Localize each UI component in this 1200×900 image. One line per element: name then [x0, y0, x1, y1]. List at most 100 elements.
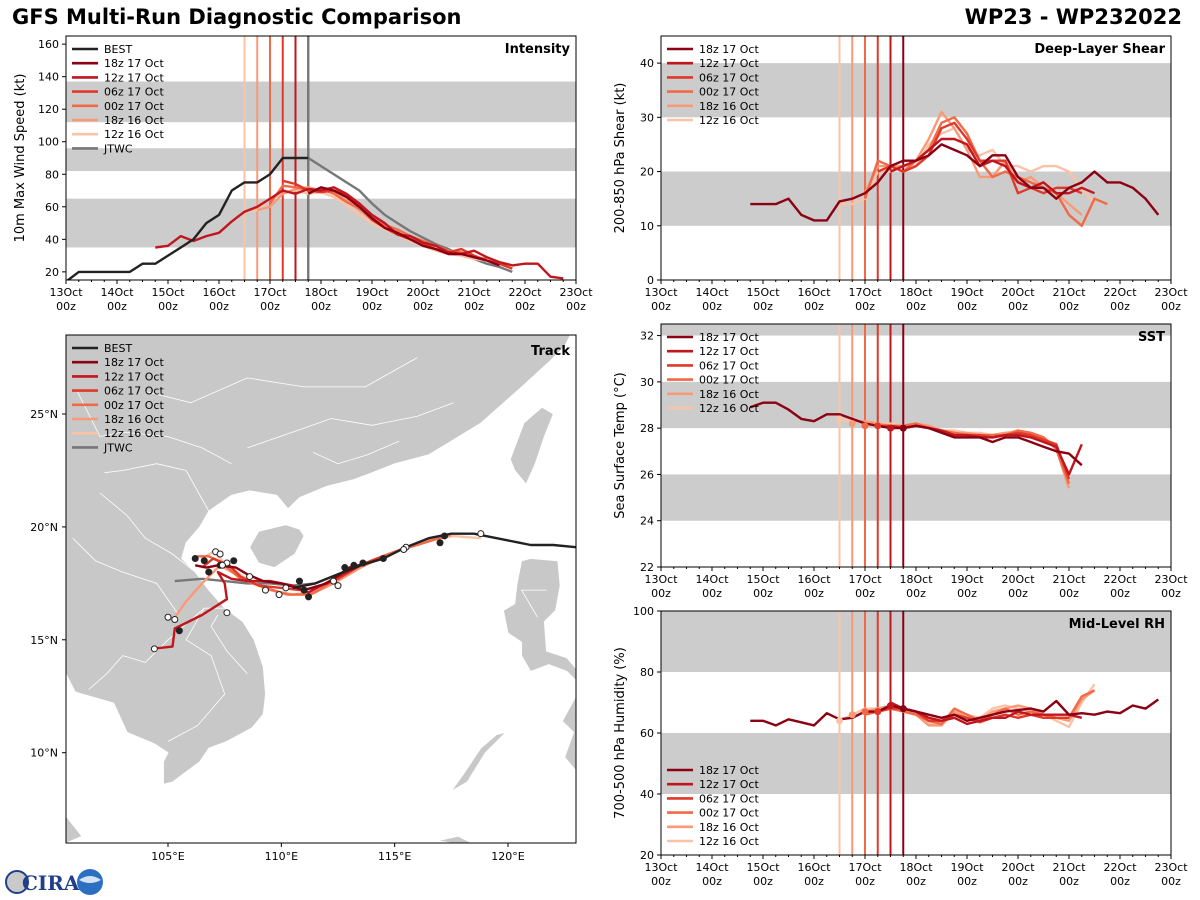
x-tick-label: 00z: [362, 300, 382, 313]
cira-logo: CIRA: [5, 869, 103, 895]
x-tick-label: 23Oct: [1154, 286, 1188, 299]
lat-tick-label: 20°N: [30, 521, 58, 534]
series-line-18z-17-oct: [307, 186, 500, 267]
x-tick-label: 16Oct: [797, 861, 831, 874]
x-tick-label: 00z: [158, 300, 178, 313]
track-point-filled: [379, 555, 387, 563]
border-line: [210, 614, 248, 674]
x-tick-label: 00z: [1110, 300, 1130, 313]
x-tick-label: 00z: [413, 300, 433, 313]
x-tick-label: 23Oct: [559, 286, 593, 299]
x-tick-label: 20Oct: [1001, 286, 1035, 299]
taiwan-island: [509, 406, 554, 485]
x-tick-label: 00z: [651, 300, 671, 313]
legend-label: 18z 17 Oct: [104, 57, 164, 70]
x-tick-label: 00z: [855, 300, 875, 313]
x-tick-label: 00z: [515, 300, 535, 313]
logo-swoosh: [79, 876, 101, 883]
panel-track: 105°E 110°E 115°E 120°E 10°N 15°N 20°N 25°N Trac…: [30, 334, 577, 863]
x-tick-label: 14Oct: [695, 573, 729, 586]
x-tick-label: 00z: [56, 300, 76, 313]
series-line-18z-17-oct: [749, 401, 1083, 467]
shaded-band: [661, 381, 1171, 429]
y-tick-label: 0: [647, 274, 654, 287]
x-tick-label: 21Oct: [457, 286, 491, 299]
track-point-filled: [191, 555, 199, 563]
track-point-open: [164, 613, 172, 621]
y-tick-label: 30: [640, 376, 654, 389]
x-tick-label: 13Oct: [644, 286, 678, 299]
legend-label: 18z 16 Oct: [699, 821, 759, 834]
legend-label: 12z 17 Oct: [699, 57, 759, 70]
x-tick-label: 00z: [1161, 300, 1181, 313]
legend-label: 12z 16 Oct: [699, 402, 759, 415]
track-point-filled: [205, 568, 213, 576]
x-tick-label: 00z: [1008, 875, 1028, 888]
x-tick-label: 15Oct: [746, 573, 780, 586]
init-marker: [874, 708, 882, 716]
map-area: [66, 335, 576, 843]
y-tick-label: 60: [640, 727, 654, 740]
x-tick-label: 00z: [1059, 300, 1079, 313]
y-axis-label: Sea Surface Temp (°C): [613, 372, 628, 519]
x-tick-label: 21Oct: [1052, 573, 1086, 586]
x-tick-label: 00z: [1008, 300, 1028, 313]
lon-tick-label: 105°E: [151, 850, 184, 863]
plot-area: [661, 324, 1171, 567]
y-axis-label: 200-850 hPa Shear (kt): [613, 83, 628, 234]
border-line: [76, 391, 232, 465]
track-point-open: [275, 591, 283, 599]
x-tick-label: 15Oct: [746, 286, 780, 299]
figure-title: GFS Multi-Run Diagnostic Comparison: [12, 5, 462, 29]
x-tick-label: 22Oct: [1103, 286, 1137, 299]
series-line-18z-17-oct: [750, 698, 1159, 727]
legend-label: 12z 16 Oct: [699, 835, 759, 848]
x-tick-label: 20Oct: [1001, 573, 1035, 586]
x-tick-label: 19Oct: [355, 286, 389, 299]
shaded-band: [661, 733, 1171, 794]
x-tick-label: 00z: [651, 587, 671, 600]
x-tick-label: 18Oct: [899, 286, 933, 299]
panel-title: Track: [531, 344, 570, 359]
legend-label: 18z 17 Oct: [699, 331, 759, 344]
legend-label: 18z 16 Oct: [699, 100, 759, 113]
x-tick-label: 00z: [804, 300, 824, 313]
logo-globe-left: [5, 870, 29, 894]
track-point-open: [216, 550, 224, 558]
track-point-open: [282, 584, 290, 592]
legend-label: 12z 16 Oct: [104, 427, 164, 440]
x-tick-label: 00z: [957, 875, 977, 888]
border-line: [99, 492, 196, 573]
legend-label: 00z 17 Oct: [699, 86, 759, 99]
legend-label: 18z 17 Oct: [699, 43, 759, 56]
visayas-island: [561, 696, 576, 772]
legend-label: BEST: [104, 43, 132, 56]
track-point-open: [150, 645, 158, 653]
x-tick-label: 20Oct: [406, 286, 440, 299]
series-line-best: [66, 156, 309, 280]
x-tick-label: 14Oct: [100, 286, 134, 299]
track-point-filled: [305, 593, 313, 601]
x-tick-label: 00z: [906, 875, 926, 888]
x-tick-label: 00z: [753, 875, 773, 888]
track-point-open: [223, 609, 231, 617]
x-tick-label: 22Oct: [1103, 861, 1137, 874]
border-line: [145, 357, 418, 404]
x-tick-label: 17Oct: [848, 286, 882, 299]
mainland-asia: [66, 335, 571, 785]
series-line-12z-17-oct: [889, 701, 1083, 726]
legend-label: 00z 17 Oct: [699, 374, 759, 387]
plot-area: [66, 36, 576, 280]
init-marker: [836, 717, 843, 725]
panel-title: Intensity: [505, 42, 571, 57]
panel-intensity: 13Oct00z14Oct00z15Oct00z16Oct00z17Oct00z…: [13, 35, 593, 313]
y-tick-label: 30: [640, 111, 654, 124]
legend-label: 12z 17 Oct: [104, 71, 164, 84]
luzon-island: [503, 558, 576, 681]
x-tick-label: 23Oct: [1154, 573, 1188, 586]
y-tick-label: 40: [640, 57, 654, 70]
shaded-band: [661, 324, 1171, 336]
y-tick-label: 80: [45, 168, 59, 181]
legend-label: 12z 17 Oct: [699, 778, 759, 791]
x-tick-label: 00z: [311, 300, 331, 313]
